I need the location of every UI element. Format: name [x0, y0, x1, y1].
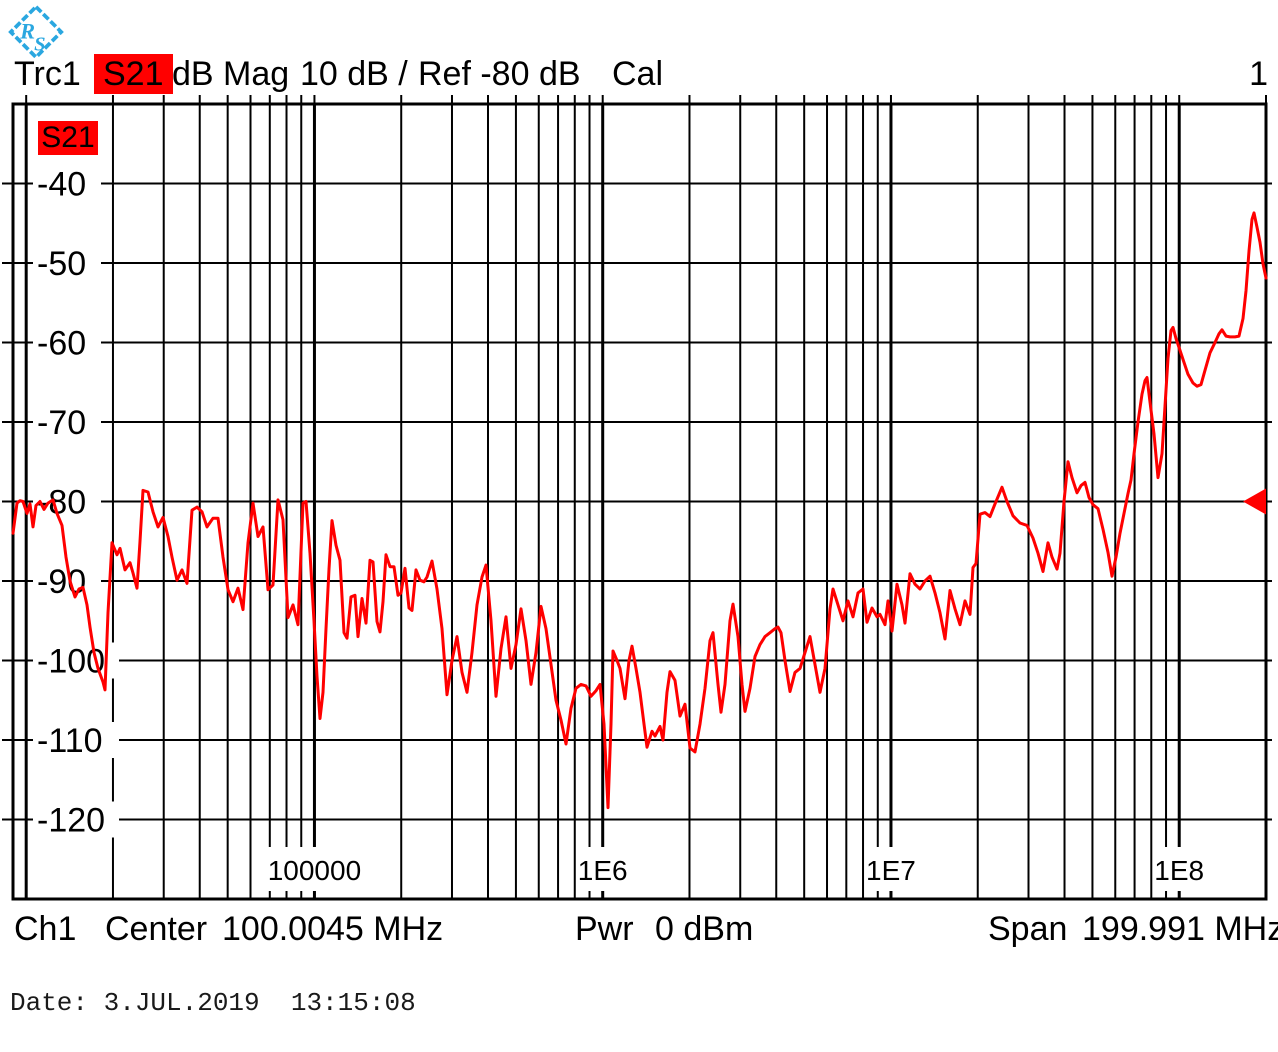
power-value: 0 dBm: [655, 910, 754, 948]
s21-trace: [11, 211, 1268, 810]
y-tick-label: -110: [37, 722, 103, 760]
center-freq-label: Center: [105, 910, 208, 948]
trace-format-label: dB Mag: [172, 55, 290, 93]
x-tick-label: 100000: [268, 855, 361, 886]
x-tick-label: 1E7: [866, 855, 916, 886]
x-tick-label: 1E8: [1154, 855, 1204, 886]
x-tick-label: 1E6: [578, 855, 628, 886]
x-label-backing: [864, 847, 917, 891]
x-label-backing: [1153, 847, 1206, 891]
ref-level-marker: [1243, 488, 1266, 515]
y-tick-label: -40: [37, 166, 86, 204]
rs-logo: R S: [8, 4, 64, 60]
y-label-backing: [33, 165, 101, 202]
y-tick-label: -70: [37, 404, 86, 442]
measurement-badge: S21: [94, 54, 173, 94]
power-label: Pwr: [575, 910, 634, 948]
y-tick-label: -120: [37, 802, 105, 840]
trace-header: Trc1 S21 dB Mag 10 dB / Ref -80 dB Cal 1: [0, 54, 1278, 94]
rs-logo-letter-r: R: [19, 19, 35, 44]
trace-path: [11, 211, 1268, 810]
date-timestamp: Date: 3.JUL.2019 13:15:08: [10, 988, 416, 1018]
trace-name-label: Trc1: [14, 55, 81, 93]
x-label-backing: [576, 847, 629, 891]
window-number: 1: [1249, 55, 1268, 93]
y-label-backing: [33, 245, 101, 281]
y-tick-label: -60: [37, 325, 86, 363]
rs-logo-diamond: [8, 4, 64, 60]
channel-label: Ch1: [14, 910, 77, 948]
x-label-backing: [267, 847, 362, 891]
y-label-backing: [33, 722, 119, 758]
y-label-backing: [33, 324, 101, 361]
y-label-backing: [33, 404, 101, 440]
cal-status-label: Cal: [612, 55, 664, 93]
trace-label-badge: S21: [38, 121, 98, 155]
grid-lines: [2, 95, 1272, 899]
scale-per-div-label: 10 dB /: [300, 55, 408, 93]
y-tick-label: -80: [37, 484, 86, 522]
ref-level-triangle-icon: [1243, 488, 1266, 515]
y-label-backing: [33, 483, 101, 520]
rs-logo-letter-s: S: [34, 34, 45, 56]
y-tick-label: -90: [37, 563, 86, 601]
channel-bar: Ch1 Center 100.0045 MHz Pwr 0 dBm Span 1…: [0, 908, 1278, 950]
center-freq-value: 100.0045 MHz: [222, 910, 444, 948]
y-label-backing: [33, 801, 119, 838]
ref-level-label: Ref -80 dB: [418, 55, 581, 93]
y-tick-label: -50: [37, 245, 86, 283]
span-label: Span: [988, 910, 1068, 948]
span-value: 199.991 MHz: [1082, 910, 1278, 948]
